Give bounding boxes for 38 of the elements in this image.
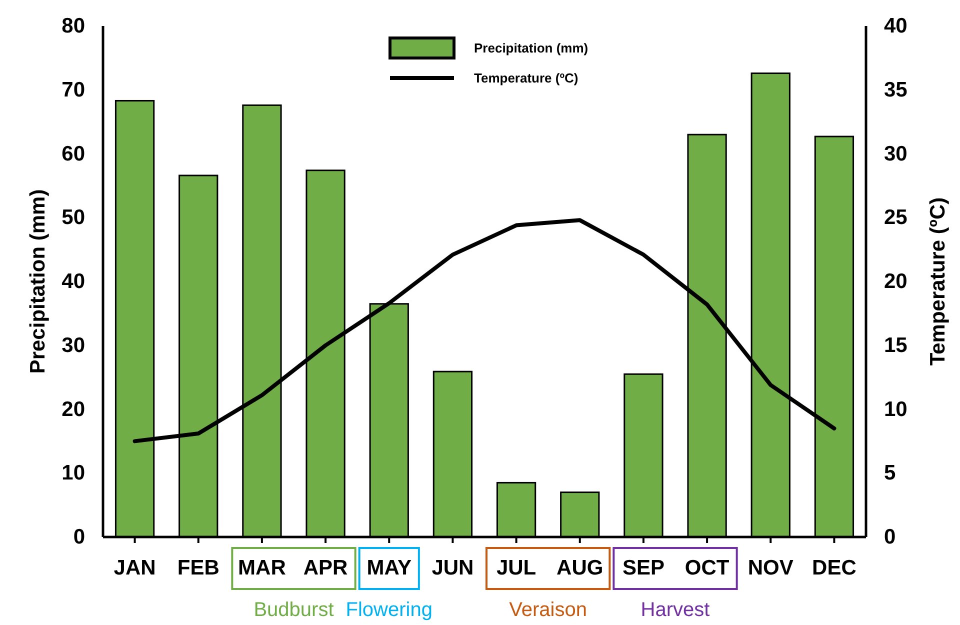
y2-tick-label: 10: [884, 398, 908, 421]
legend-label: Temperature (ºC): [474, 70, 578, 86]
x-tick-label: APR: [303, 556, 348, 580]
y-tick-label: 10: [62, 462, 85, 485]
y2-axis-title: Temperature (ºC): [926, 197, 950, 366]
x-tick-label: JUN: [432, 556, 474, 580]
y2-tick-label: 5: [884, 462, 896, 485]
x-tick-label: MAY: [366, 556, 412, 580]
y-tick-label: 60: [62, 142, 85, 166]
y-tick-label: 80: [62, 14, 85, 38]
legend-label: Precipitation (mm): [474, 40, 588, 56]
y2-tick-label: 15: [884, 334, 908, 357]
x-tick-label: NOV: [748, 556, 794, 580]
y2-tick-label: 25: [884, 206, 908, 230]
x-tick-label: OCT: [684, 556, 730, 580]
y2-tick-label: 35: [884, 78, 908, 102]
y-tick-label: 30: [62, 334, 85, 357]
y2-tick-label: 20: [884, 270, 908, 293]
x-tick-label: SEP: [622, 556, 664, 580]
text: Veraison: [509, 599, 588, 621]
x-tick-label: AUG: [556, 556, 604, 580]
text: Budburst: [254, 599, 334, 621]
y-tick-label: 40: [62, 270, 85, 293]
text: Harvest: [640, 599, 710, 621]
text: Flowering: [346, 599, 432, 621]
y2-tick-label: 30: [884, 142, 908, 166]
x-tick-label: FEB: [177, 556, 220, 580]
y2-tick-label: 0: [884, 526, 896, 548]
x-tick-label: DEC: [812, 556, 856, 580]
y-tick-label: 20: [62, 398, 85, 421]
y2-tick-label: 40: [884, 14, 908, 38]
x-tick-label: JAN: [114, 556, 156, 580]
y-axis-title: Precipitation (mm): [26, 189, 50, 374]
x-tick-label: MAR: [238, 556, 286, 580]
y-tick-label: 50: [62, 206, 85, 230]
y-tick-label: 0: [73, 526, 85, 548]
x-tick-label: JUL: [496, 556, 536, 580]
y-tick-label: 70: [62, 78, 85, 102]
